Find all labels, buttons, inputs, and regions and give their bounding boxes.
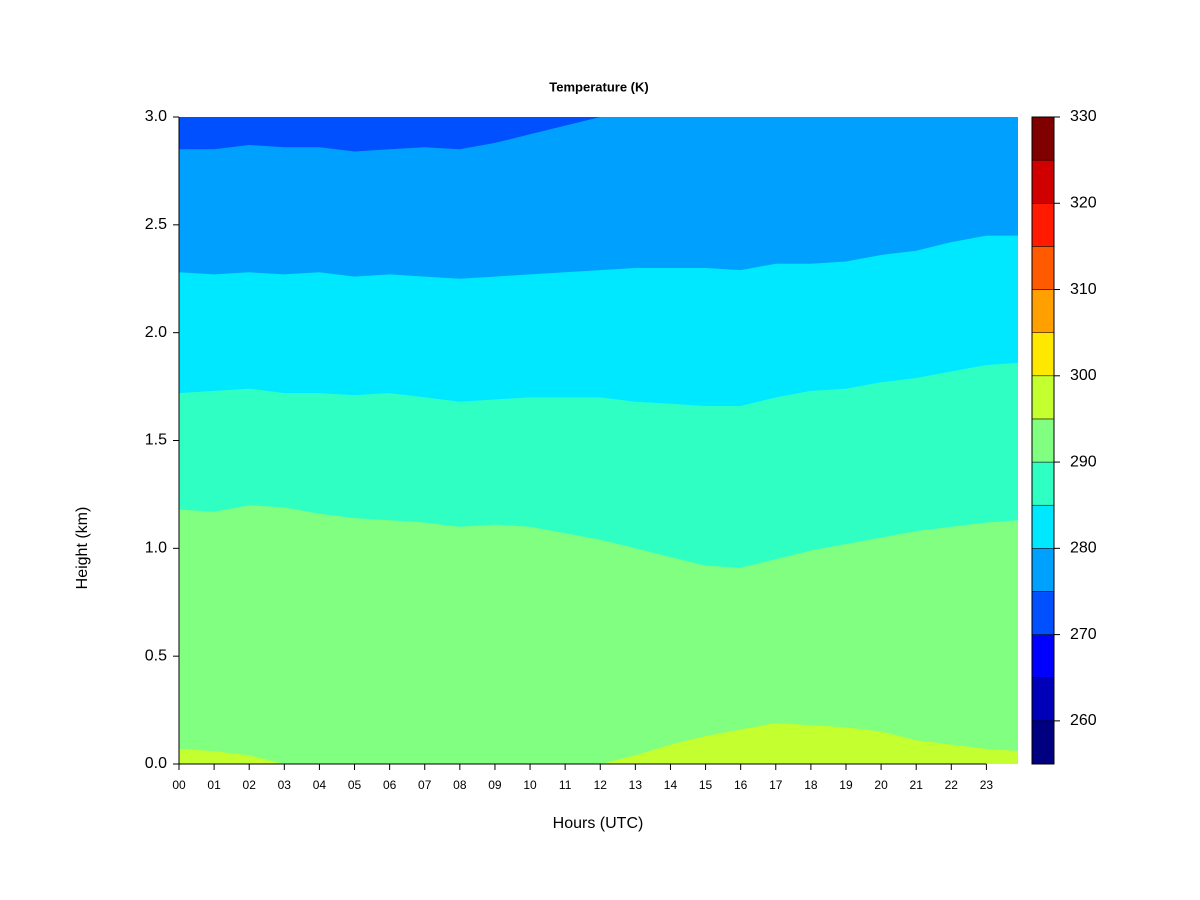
y-tick-label: 0.5 xyxy=(145,647,167,664)
y-tick-label: 1.5 xyxy=(145,432,167,449)
colorbar-segment xyxy=(1031,116,1055,161)
chart-title: Temperature (K) xyxy=(549,79,648,94)
x-tick-label: 04 xyxy=(313,778,327,792)
y-tick-label: 0.0 xyxy=(145,755,167,772)
x-tick-label: 16 xyxy=(734,778,748,792)
y-tick-label: 2.0 xyxy=(145,324,167,341)
colorbar-tick-label: 330 xyxy=(1070,108,1097,125)
x-tick-label: 19 xyxy=(839,778,853,792)
x-tick-label: 20 xyxy=(874,778,888,792)
colorbar-segment xyxy=(1031,677,1055,722)
colorbar-segment xyxy=(1031,461,1055,506)
y-tick-label: 3.0 xyxy=(145,108,167,125)
x-tick-label: 05 xyxy=(348,778,362,792)
colorbar-segment xyxy=(1031,591,1055,635)
x-tick-label: 11 xyxy=(559,778,572,792)
x-tick-label: 02 xyxy=(243,778,257,792)
colorbar-segment xyxy=(1031,375,1055,420)
x-tick-label: 17 xyxy=(769,778,783,792)
colorbar-tick-label: 320 xyxy=(1070,194,1097,211)
colorbar-tick-label: 300 xyxy=(1070,367,1097,384)
y-tick-label: 1.0 xyxy=(145,540,167,557)
x-tick-label: 21 xyxy=(910,778,924,792)
colorbar-segment xyxy=(1031,634,1055,678)
y-tick-label: 2.5 xyxy=(145,216,167,233)
colorbar-segment xyxy=(1031,203,1055,247)
x-tick-label: 18 xyxy=(804,778,818,792)
colorbar-segment xyxy=(1031,548,1055,592)
colorbar-segment xyxy=(1031,289,1055,333)
x-tick-label: 08 xyxy=(453,778,467,792)
x-tick-label: 00 xyxy=(172,778,186,792)
x-tick-label: 03 xyxy=(278,778,292,792)
colorbar-segment xyxy=(1031,332,1055,377)
colorbar-segment xyxy=(1031,159,1055,204)
x-tick-label: 14 xyxy=(664,778,678,792)
x-tick-label: 22 xyxy=(945,778,959,792)
colorbar-tick-label: 290 xyxy=(1070,453,1097,470)
colorbar-segment xyxy=(1031,246,1055,290)
x-axis-label: Hours (UTC) xyxy=(553,815,644,832)
colorbar-tick-label: 310 xyxy=(1070,281,1097,298)
x-tick-label: 13 xyxy=(629,778,643,792)
x-tick-label: 07 xyxy=(418,778,432,792)
x-tick-label: 09 xyxy=(488,778,502,792)
contour-band xyxy=(179,505,1018,764)
contour-band xyxy=(179,723,1018,764)
x-tick-label: 12 xyxy=(594,778,608,792)
colorbar-segment xyxy=(1031,720,1055,765)
x-tick-label: 01 xyxy=(207,778,221,792)
x-tick-label: 23 xyxy=(980,778,994,792)
colorbar-tick-label: 280 xyxy=(1070,540,1097,557)
colorbar-tick-label: 260 xyxy=(1070,712,1097,729)
colorbar-segment xyxy=(1031,418,1055,463)
x-tick-label: 10 xyxy=(523,778,537,792)
colorbar-frame xyxy=(1031,116,1055,765)
x-tick-label: 06 xyxy=(383,778,397,792)
colorbar-segment xyxy=(1031,504,1055,549)
x-tick-label: 15 xyxy=(699,778,713,792)
colorbar-tick-label: 270 xyxy=(1070,626,1097,643)
y-axis-label: Height (km) xyxy=(74,507,91,590)
